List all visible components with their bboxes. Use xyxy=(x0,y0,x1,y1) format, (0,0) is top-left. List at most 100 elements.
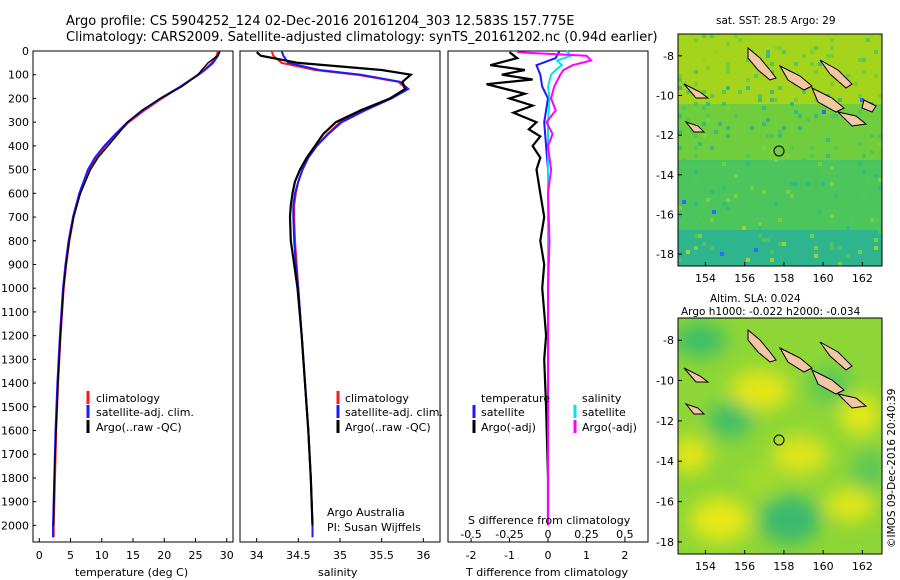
legend-label-argo-s: Argo(-adj) xyxy=(582,421,637,434)
depth-tick-label: 1500 xyxy=(1,401,29,414)
coastline-islands xyxy=(683,328,868,415)
series-line-salinity-satellite xyxy=(546,50,573,526)
map-y-tick-label: -10 xyxy=(656,89,674,102)
map-x-tick-label: 156 xyxy=(734,272,755,285)
depth-tick-label: 900 xyxy=(8,258,29,271)
temperature-lines xyxy=(52,50,221,538)
depth-tick-label: 1700 xyxy=(1,448,29,461)
x-tick-label: 15 xyxy=(126,549,140,562)
x-tick-label: 10 xyxy=(95,549,109,562)
x-tick-label: 2 xyxy=(621,549,628,562)
argo-location-marker xyxy=(773,145,785,157)
map-x-tick-label: 162 xyxy=(852,560,873,573)
x-tick-label: -1 xyxy=(504,549,515,562)
legend-label-climatology: climatology xyxy=(96,392,160,405)
imos-timestamp: ©IMOS 09-Dec-2016 20:40:39 xyxy=(886,389,898,548)
depth-tick-label: 700 xyxy=(8,211,29,224)
series-line-climatology xyxy=(52,50,220,538)
map-y-tick-label: -12 xyxy=(656,415,674,428)
difference-legend: temperature salinity satellite Argo(-adj… xyxy=(472,392,637,434)
s-difference-label: S difference from climatology xyxy=(468,514,631,527)
series-line-satellite-adj-clim- xyxy=(52,50,221,538)
x-tick-label: 34 xyxy=(250,549,264,562)
map-y-tick-label: -18 xyxy=(656,536,674,549)
s-tick-label: -0.5 xyxy=(460,528,481,541)
map-y-tick-label: -8 xyxy=(663,334,674,347)
depth-tick-label: 200 xyxy=(8,92,29,105)
x-tick-label: 25 xyxy=(189,549,203,562)
x-tick-label: -2 xyxy=(466,549,477,562)
map-x-tick-label: 160 xyxy=(813,560,834,573)
s-tick-label: 0 xyxy=(545,528,552,541)
map-y-tick-label: -8 xyxy=(663,50,674,63)
map-y-tick-label: -10 xyxy=(656,375,674,388)
map-y-tick-label: -12 xyxy=(656,129,674,142)
map-y-tick-label: -18 xyxy=(656,248,674,261)
legend-label-sat-s: satellite xyxy=(582,406,626,419)
figure-title-line2: Climatology: CARS2009. Satellite-adjuste… xyxy=(66,30,658,45)
x-tick-label: 30 xyxy=(220,549,234,562)
depth-tick-label: 500 xyxy=(8,164,29,177)
depth-tick-label: 100 xyxy=(8,69,29,82)
x-tick-label: 35 xyxy=(333,549,347,562)
pi-label: PI: Susan Wijffels xyxy=(327,521,421,534)
depth-tick-label: 0 xyxy=(22,45,29,58)
depth-tick-label: 1100 xyxy=(1,306,29,319)
salinity-legend: climatology satellite-adj. clim. Argo(..… xyxy=(336,391,443,434)
salinity-axis-label: salinity xyxy=(318,566,358,579)
map-y-tick-label: -16 xyxy=(656,496,674,509)
difference-lines xyxy=(486,50,594,526)
legend-label-argo: Argo(..raw -QC) xyxy=(96,421,182,434)
argo-location-marker xyxy=(773,434,785,446)
depth-tick-label: 1400 xyxy=(1,377,29,390)
depth-tick-label: 800 xyxy=(8,235,29,248)
depth-tick-label: 1000 xyxy=(1,282,29,295)
series-line-argo-raw-qc- xyxy=(255,51,414,526)
legend-label-argo: Argo(..raw -QC) xyxy=(345,421,431,434)
x-tick-label: 34.5 xyxy=(286,549,311,562)
temperature-legend: climatology satellite-adj. clim. Argo(..… xyxy=(86,391,194,434)
depth-tick-label: 600 xyxy=(8,187,29,200)
depth-tick-label: 2000 xyxy=(1,519,29,532)
depth-tick-label: 1200 xyxy=(1,330,29,343)
depth-tick-label: 1600 xyxy=(1,425,29,438)
t-difference-axis-label: T difference from climatology xyxy=(465,566,628,579)
legend-label-satellite: satellite-adj. clim. xyxy=(96,406,194,419)
sla-map xyxy=(678,318,882,554)
map-y-tick-label: -14 xyxy=(656,169,674,182)
figure-title-line1: Argo profile: CS 5904252_124 02-Dec-2016… xyxy=(66,14,574,29)
map-x-tick-label: 154 xyxy=(695,560,716,573)
depth-tick-label: 400 xyxy=(8,140,29,153)
x-tick-label: 36 xyxy=(416,549,430,562)
x-tick-label: 1 xyxy=(583,549,590,562)
x-tick-label: 20 xyxy=(157,549,171,562)
salinity-lines xyxy=(255,50,414,538)
sst-map-axes: 154 156 158 160 162 -8 -10 -12 -14 -16 -18 xyxy=(656,50,873,285)
legend-header-salinity: salinity xyxy=(582,392,622,405)
x-tick-label: 5 xyxy=(67,549,74,562)
map-x-tick-label: 158 xyxy=(773,272,794,285)
map-x-tick-label: 158 xyxy=(773,560,794,573)
legend-label-climatology: climatology xyxy=(345,392,409,405)
sla-map-subtitle: Argo h1000: -0.022 h2000: -0.034 xyxy=(681,306,861,318)
series-line-argo-raw-qc- xyxy=(52,51,220,526)
s-tick-label: -0.25 xyxy=(495,528,523,541)
series-line-salinity-argo-adj- xyxy=(517,51,594,526)
legend-header-temperature: temperature xyxy=(481,392,550,405)
x-tick-label: 0 xyxy=(545,549,552,562)
depth-tick-label: 1300 xyxy=(1,353,29,366)
argo-australia-label: Argo Australia xyxy=(327,506,405,519)
x-tick-label: 35.5 xyxy=(369,549,394,562)
sst-map xyxy=(678,34,882,266)
sst-map-frame xyxy=(677,33,883,267)
s-tick-label: 0.25 xyxy=(574,528,599,541)
sla-map-title: Altim. SLA: 0.024 xyxy=(710,293,801,305)
legend-label-argo-t: Argo(-adj) xyxy=(481,421,536,434)
sst-map-title: sat. SST: 28.5 Argo: 29 xyxy=(716,15,836,27)
s-tick-label: 0.5 xyxy=(616,528,634,541)
legend-label-sat-t: satellite xyxy=(481,406,525,419)
map-x-tick-label: 156 xyxy=(734,560,755,573)
sla-map-axes: 154 156 158 160 162 -8 -10 -12 -14 -16 -18 xyxy=(656,334,873,573)
temperature-axis-label: temperature (deg C) xyxy=(75,566,188,579)
depth-axis: 0 100 200 300 400 500 600 700 800 900 1000 1100 1200… xyxy=(1,45,36,532)
